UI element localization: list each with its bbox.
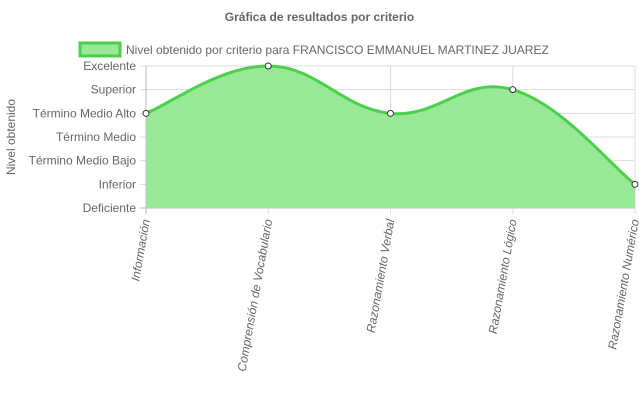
- legend[interactable]: Nivel obtenido por criterio para FRANCIS…: [78, 41, 549, 58]
- y-tick-label: Término Medio Alto: [33, 106, 137, 120]
- data-point[interactable]: [509, 86, 517, 94]
- series-area: [146, 66, 635, 208]
- data-point[interactable]: [631, 180, 639, 188]
- x-tick-label: Información: [128, 218, 153, 282]
- data-points: [142, 62, 639, 188]
- y-tick-label: Término Medio Bajo: [29, 154, 137, 168]
- y-tick-label: Inferior: [99, 177, 136, 191]
- x-tick-label: Razonamiento Numérico: [605, 218, 639, 351]
- y-tick-label: Excelente: [83, 59, 136, 73]
- x-tick-label: Razonamiento Lógico: [486, 218, 520, 335]
- legend-label: Nivel obtenido por criterio para FRANCIS…: [126, 43, 549, 57]
- legend-swatch: [78, 41, 122, 58]
- y-tick-label: Superior: [91, 83, 136, 97]
- chart-title: Gráfica de resultados por criterio: [225, 10, 414, 24]
- y-axis-label: Nivel obtenido: [4, 99, 18, 175]
- data-point[interactable]: [142, 109, 150, 117]
- x-tick-label: Razonamiento Verbal: [364, 218, 398, 334]
- x-tick-label: Comprensión de Vocabulario: [235, 218, 276, 373]
- data-point[interactable]: [264, 62, 272, 70]
- y-tick-label: Término Medio: [56, 130, 136, 144]
- x-tick-labels: Información Comprensión de Vocabulario Raz…: [128, 218, 639, 373]
- y-tick-label: Deficiente: [83, 201, 137, 215]
- y-tick-labels: Deficiente Inferior Término Medio Bajo Térm…: [29, 59, 137, 215]
- data-point[interactable]: [387, 109, 394, 117]
